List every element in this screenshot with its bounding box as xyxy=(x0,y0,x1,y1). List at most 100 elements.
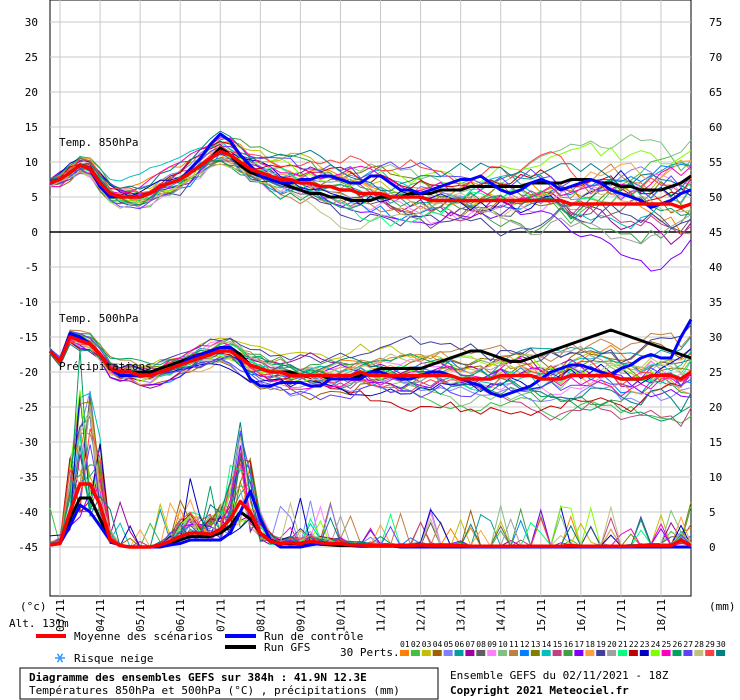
right-tick-label: 10 xyxy=(709,471,722,484)
pert-swatch xyxy=(694,650,704,656)
pert-swatch xyxy=(705,650,715,656)
left-tick-label: 5 xyxy=(31,191,38,204)
right-tick-label: 15 xyxy=(709,436,722,449)
left-tick-label: -10 xyxy=(18,296,38,309)
left-tick-label: -40 xyxy=(18,506,38,519)
left-tick-label: -45 xyxy=(18,541,38,554)
mean-precip-line xyxy=(49,482,692,549)
right-tick-label: 65 xyxy=(709,86,722,99)
snowflake-icon xyxy=(55,653,65,663)
pert-swatch xyxy=(432,650,442,656)
date-tick-label: 09/11 xyxy=(294,599,307,632)
perturbation-t850-line xyxy=(49,153,692,237)
date-tick-label: 10/11 xyxy=(334,599,347,632)
pert-swatch xyxy=(628,650,638,656)
date-tick-label: 17/11 xyxy=(615,599,628,632)
pert-swatch xyxy=(410,650,420,656)
pert-swatch xyxy=(498,650,508,656)
label-t500: Temp. 500hPa xyxy=(59,312,138,325)
date-tick-label: 05/11 xyxy=(134,599,147,632)
pert-swatch xyxy=(465,650,475,656)
date-tick-label: 18/11 xyxy=(655,599,668,632)
altitude-label: Alt. 131m xyxy=(9,617,69,630)
pert-swatch xyxy=(607,650,617,656)
right-unit: (mm) xyxy=(709,600,736,613)
legend-perts: 30 Perts. xyxy=(340,646,400,659)
pert-number: 27 xyxy=(683,640,693,649)
right-tick-label: 45 xyxy=(709,226,722,239)
footer-box xyxy=(19,667,439,700)
pert-swatch xyxy=(476,650,486,656)
perturbation-t850-line xyxy=(49,150,692,214)
left-tick-label: 30 xyxy=(25,16,38,29)
footer-copyright: Copyright 2021 Meteociel.fr xyxy=(450,684,629,697)
date-axis: 03/11 04/11 05/11 06/11 07/11 08/11 09/11 10/11… xyxy=(54,599,668,632)
pert-number: 09 xyxy=(487,640,497,649)
right-tick-label: 55 xyxy=(709,156,722,169)
right-tick-label: 60 xyxy=(709,121,722,134)
pert-swatch xyxy=(716,650,726,656)
label-precip: Précipitations xyxy=(59,360,152,373)
right-tick-label: 35 xyxy=(709,296,722,309)
date-tick-label: 13/11 xyxy=(455,599,468,632)
pert-swatch xyxy=(672,650,682,656)
pert-number: 13 xyxy=(531,640,541,649)
pert-swatch xyxy=(596,650,606,656)
left-tick-label: 25 xyxy=(25,51,38,64)
date-tick-label: 07/11 xyxy=(214,599,227,632)
pert-number: 02 xyxy=(411,640,421,649)
date-tick-label: 11/11 xyxy=(375,599,388,632)
perturbation-t850-line xyxy=(49,157,692,245)
pert-number: 12 xyxy=(520,640,530,649)
pert-swatch xyxy=(421,650,431,656)
pert-number: 22 xyxy=(629,640,639,649)
main-series xyxy=(48,132,693,549)
pert-swatch xyxy=(683,650,693,656)
pert-number: 11 xyxy=(509,640,519,649)
pert-number: 29 xyxy=(705,640,715,649)
date-tick-label: 14/11 xyxy=(495,599,508,632)
pert-number: 20 xyxy=(607,640,617,649)
right-tick-label: 50 xyxy=(709,191,722,204)
perturbation-t850-line xyxy=(49,145,692,195)
date-tick-label: 08/11 xyxy=(254,599,267,632)
date-tick-label: 04/11 xyxy=(94,599,107,632)
pert-swatch xyxy=(443,650,453,656)
left-tick-label: -25 xyxy=(18,401,38,414)
pert-number: 15 xyxy=(553,640,563,649)
left-tick-label: 20 xyxy=(25,86,38,99)
perturbation-t500-line xyxy=(49,334,692,378)
date-tick-label: 12/11 xyxy=(415,599,428,632)
pert-number: 26 xyxy=(673,640,683,649)
pert-swatch xyxy=(454,650,464,656)
perturbation-t850-line xyxy=(49,160,692,272)
legend-gfs: Run GFS xyxy=(264,641,310,654)
pert-number: 01 xyxy=(400,640,410,649)
mean-t850-line xyxy=(49,149,692,210)
perturbation-t500-line xyxy=(49,336,692,381)
pert-swatch xyxy=(509,650,518,656)
pert-number: 28 xyxy=(694,640,704,649)
date-tick-label: 03/11 xyxy=(54,599,67,632)
pert-swatch xyxy=(530,650,540,656)
pert-number: 07 xyxy=(465,640,475,649)
left-unit: (°c) xyxy=(20,600,47,613)
pert-number: 24 xyxy=(651,640,661,649)
pert-number: 23 xyxy=(640,640,650,649)
left-tick-label: -5 xyxy=(25,261,38,274)
pert-number: 10 xyxy=(498,640,508,649)
pert-swatch xyxy=(618,650,627,656)
left-tick-label: 10 xyxy=(25,156,38,169)
pert-number: 08 xyxy=(476,640,486,649)
right-tick-label: 5 xyxy=(709,506,716,519)
perturbation-t850-line xyxy=(49,130,692,192)
perturbation-t500-line xyxy=(49,331,692,422)
pert-swatch xyxy=(541,650,551,656)
date-tick-label: 16/11 xyxy=(575,599,588,632)
right-tick-label: 0 xyxy=(709,541,716,554)
pert-swatch xyxy=(400,650,409,656)
pert-number: 18 xyxy=(585,640,595,649)
right-tick-label: 25 xyxy=(709,366,722,379)
